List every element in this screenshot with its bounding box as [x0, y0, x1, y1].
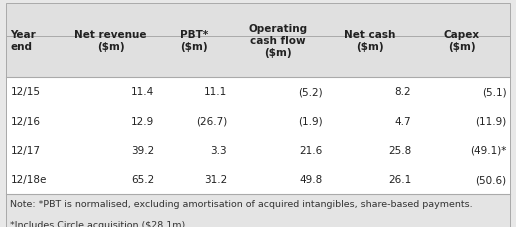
Text: 49.8: 49.8 — [300, 174, 323, 184]
Text: 11.1: 11.1 — [204, 87, 227, 97]
Text: Note: *PBT is normalised, excluding amortisation of acquired intangibles, share-: Note: *PBT is normalised, excluding amor… — [10, 200, 473, 208]
Text: 12.9: 12.9 — [131, 116, 154, 126]
Text: 12/16: 12/16 — [10, 116, 40, 126]
Text: 11.4: 11.4 — [131, 87, 154, 97]
Text: (1.9): (1.9) — [298, 116, 323, 126]
Text: (49.1)*: (49.1)* — [471, 145, 507, 155]
Text: Operating
cash flow
($m): Operating cash flow ($m) — [249, 24, 308, 58]
Text: 12/17: 12/17 — [10, 145, 40, 155]
Text: (5.2): (5.2) — [298, 87, 323, 97]
Text: 3.3: 3.3 — [211, 145, 227, 155]
Text: Capex
($m): Capex ($m) — [444, 30, 480, 52]
Text: PBT*
($m): PBT* ($m) — [180, 30, 208, 52]
Bar — [6, 37, 510, 227]
Text: Net cash
($m): Net cash ($m) — [344, 30, 396, 52]
Text: Year
end: Year end — [10, 30, 36, 52]
Text: 31.2: 31.2 — [204, 174, 227, 184]
Bar — [6, 165, 510, 194]
Text: (50.6): (50.6) — [476, 174, 507, 184]
Text: 39.2: 39.2 — [131, 145, 154, 155]
Text: 25.8: 25.8 — [388, 145, 411, 155]
Text: (11.9): (11.9) — [475, 116, 507, 126]
Bar — [6, 77, 510, 106]
Text: 12/18e: 12/18e — [10, 174, 46, 184]
Text: 4.7: 4.7 — [394, 116, 411, 126]
Text: 21.6: 21.6 — [300, 145, 323, 155]
Bar — [6, 136, 510, 165]
Bar — [6, 106, 510, 136]
Text: Net revenue
($m): Net revenue ($m) — [74, 30, 147, 52]
Text: 65.2: 65.2 — [131, 174, 154, 184]
Bar — [6, 4, 510, 77]
Text: (5.1): (5.1) — [482, 87, 507, 97]
Text: 8.2: 8.2 — [394, 87, 411, 97]
Text: 26.1: 26.1 — [388, 174, 411, 184]
Bar — [6, 194, 510, 227]
Text: (26.7): (26.7) — [196, 116, 227, 126]
Text: 12/15: 12/15 — [10, 87, 40, 97]
Text: *Includes Circle acquisition ($28.1m).: *Includes Circle acquisition ($28.1m). — [10, 220, 188, 227]
